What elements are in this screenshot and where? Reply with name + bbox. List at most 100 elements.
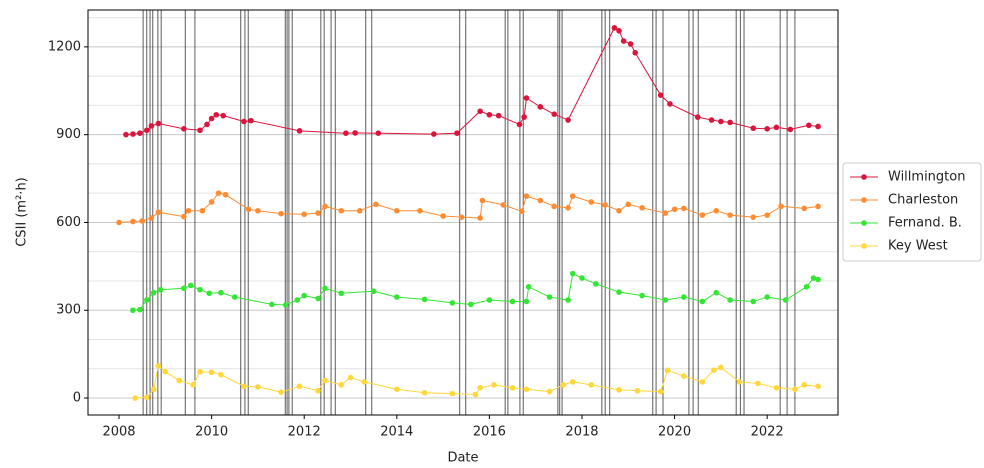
data-point [449, 300, 456, 306]
data-point [537, 197, 544, 204]
data-point [454, 130, 460, 136]
data-point [123, 131, 129, 138]
y-tick-label: 300 [56, 303, 81, 318]
data-point [803, 284, 810, 290]
data-point [616, 289, 622, 295]
legend-label: Fernand. B. [888, 216, 962, 231]
data-point [713, 207, 720, 214]
data-point [616, 27, 622, 34]
data-point [208, 199, 215, 205]
data-point [393, 294, 400, 300]
data-point [639, 205, 645, 211]
data-point [815, 123, 821, 130]
data-point [176, 377, 183, 384]
y-tick-label: 0 [73, 391, 81, 406]
x-tick-label: 2022 [751, 425, 784, 440]
data-point [315, 210, 321, 216]
data-point [551, 111, 558, 117]
data-point [792, 386, 798, 393]
data-point [718, 118, 724, 125]
data-point [197, 127, 203, 134]
data-point [616, 387, 622, 393]
data-point [699, 298, 706, 305]
data-point [523, 386, 530, 393]
data-point [373, 201, 379, 208]
data-point [569, 379, 576, 385]
data-point [755, 380, 761, 387]
data-point [213, 111, 220, 118]
data-point [248, 117, 254, 124]
data-point [255, 207, 261, 214]
data-point [301, 211, 308, 218]
legend-marker [861, 220, 867, 226]
data-point [150, 289, 157, 296]
series-line [125, 27, 819, 136]
data-point [634, 387, 641, 394]
data-point [525, 284, 532, 290]
data-point [278, 389, 284, 395]
data-point [602, 202, 608, 208]
data-point [343, 130, 349, 136]
data-point [204, 121, 210, 128]
data-point [625, 201, 632, 208]
x-tick-label: 2008 [102, 425, 135, 440]
data-point [495, 112, 502, 119]
data-point [521, 114, 527, 120]
data-point [208, 369, 215, 376]
data-point [565, 297, 571, 303]
data-point [546, 388, 553, 395]
data-point [486, 111, 493, 118]
legend-box [842, 162, 982, 262]
data-point [155, 363, 162, 369]
x-tick-label: 2012 [288, 425, 321, 440]
x-tick-label: 2018 [565, 425, 598, 440]
data-point [736, 379, 743, 385]
data-point [713, 289, 720, 296]
data-point [458, 214, 465, 220]
data-point [137, 130, 143, 136]
data-point [773, 124, 780, 131]
data-point [787, 126, 794, 133]
data-point [593, 281, 599, 287]
data-point [187, 282, 194, 289]
data-point [537, 104, 544, 110]
data-point [569, 193, 576, 199]
data-point [627, 41, 634, 47]
data-point [750, 214, 757, 220]
data-point [322, 285, 328, 292]
data-point [197, 368, 203, 375]
data-point [215, 190, 222, 196]
data-point [139, 218, 145, 224]
data-point [509, 298, 516, 305]
data-point [815, 276, 821, 283]
data-point [338, 290, 345, 297]
data-point [116, 219, 122, 226]
data-point [477, 108, 483, 115]
data-point [662, 297, 669, 303]
data-point [620, 38, 627, 44]
data-point [694, 114, 701, 120]
data-point [632, 49, 639, 56]
data-point [486, 297, 493, 303]
data-point [727, 297, 733, 303]
data-point [155, 209, 162, 216]
data-point [671, 206, 678, 213]
data-point [764, 294, 770, 300]
data-point [143, 297, 150, 303]
legend-label: Key West [888, 239, 948, 254]
data-point [616, 207, 622, 214]
legend-label: Charleston [888, 193, 958, 208]
data-point [718, 364, 724, 371]
data-point [472, 391, 479, 398]
data-point [190, 382, 196, 388]
data-point [801, 382, 808, 388]
data-point [727, 119, 733, 126]
data-point [255, 384, 261, 390]
data-point [664, 367, 671, 374]
data-point [197, 286, 203, 293]
data-point [220, 112, 226, 119]
data-point [667, 101, 673, 107]
data-point [565, 117, 571, 123]
data-point [199, 207, 206, 214]
data-point [523, 298, 530, 305]
